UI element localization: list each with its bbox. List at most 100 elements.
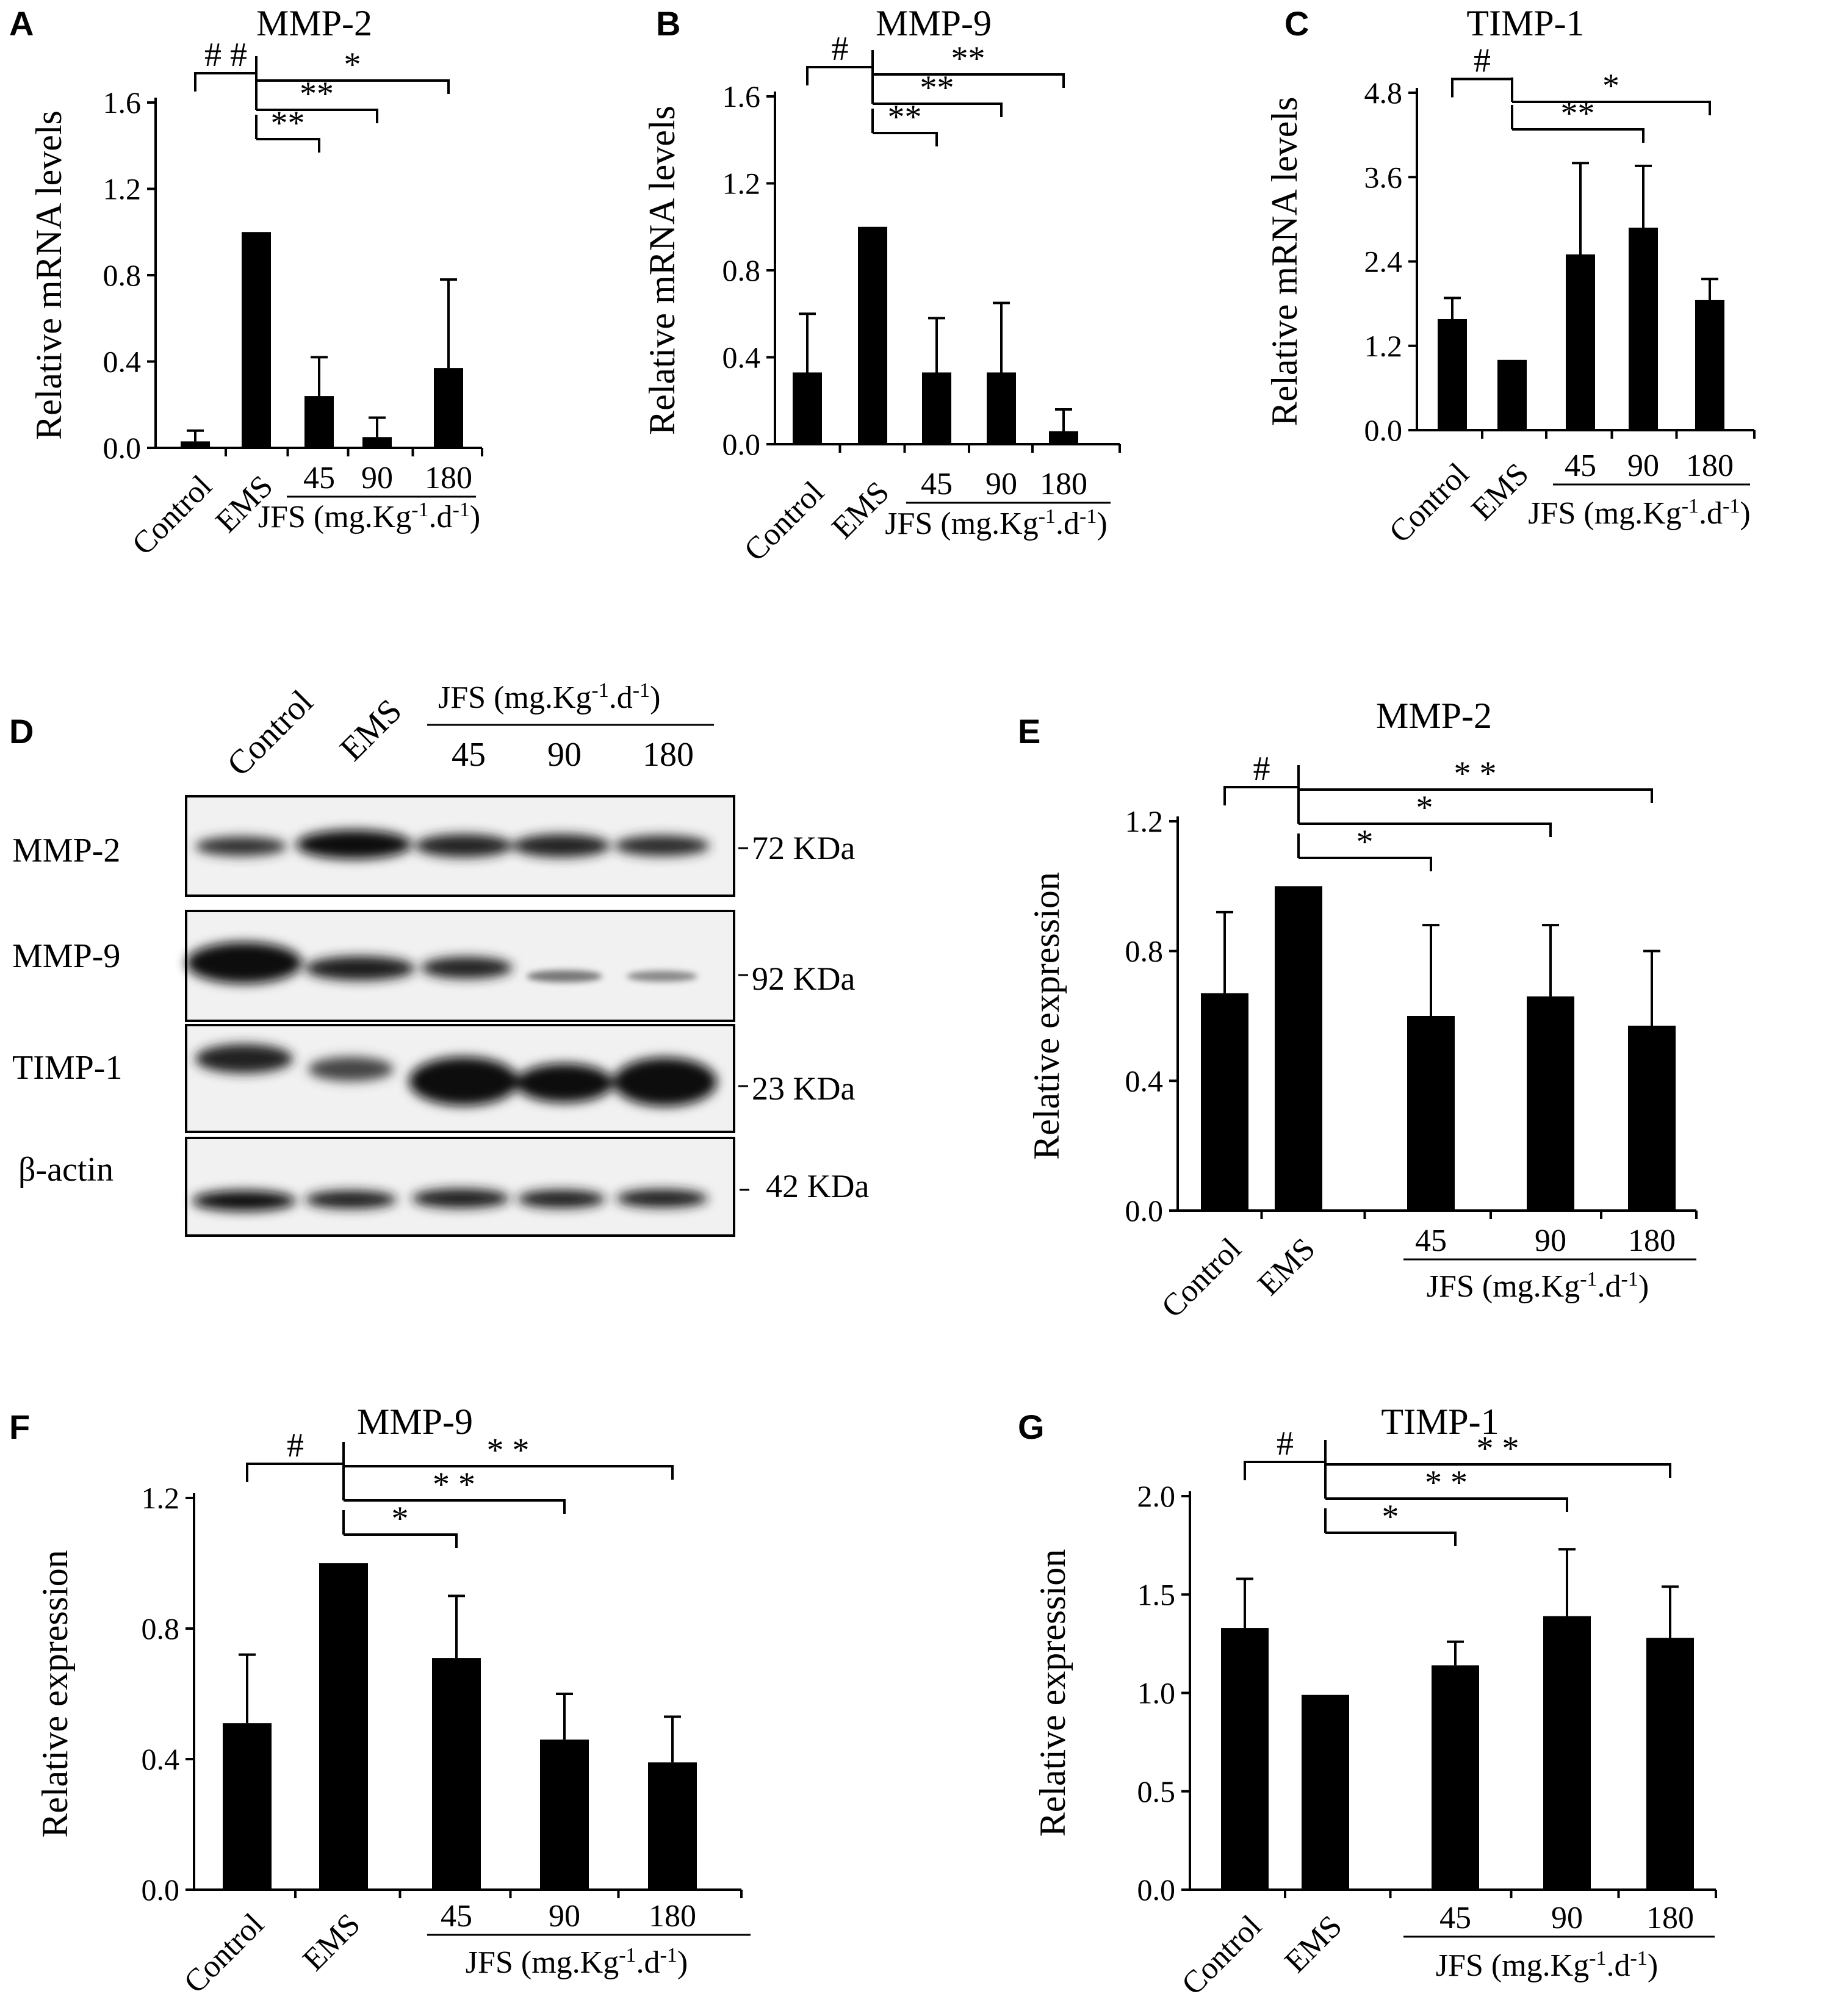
chart-f-ytick-label: 0.4 bbox=[142, 1742, 180, 1776]
chart-g-sig-star: * bbox=[1382, 1498, 1399, 1536]
chart-e-sig-hash: # bbox=[1253, 750, 1270, 788]
panel-letter-e: E bbox=[1018, 712, 1040, 751]
chart-e-ytick-label: 1.2 bbox=[1125, 804, 1164, 838]
chart-a-ytick-label: 0.8 bbox=[103, 258, 142, 292]
chart-f-mmp9-protein: MMP-9 Relative expression 0.0 0.4 0.8 1.2 Cont… bbox=[35, 1402, 751, 2000]
chart-c-xlabel-dose: 45 bbox=[1565, 448, 1596, 483]
chart-e-bracket bbox=[1297, 799, 1552, 837]
chart-b-bar-90 bbox=[987, 372, 1016, 444]
blot-lane-ems: EMS bbox=[333, 692, 409, 768]
chart-c-bar-90 bbox=[1629, 228, 1658, 430]
chart-g-bracket bbox=[1324, 1474, 1568, 1512]
chart-a-ytick-label: 0.4 bbox=[103, 345, 142, 379]
chart-a-xlabel-control: Control bbox=[126, 469, 219, 562]
chart-b-bar-45 bbox=[922, 372, 951, 444]
chart-e-bar-ems bbox=[1275, 886, 1322, 1211]
chart-g-bracket bbox=[1324, 1440, 1671, 1478]
chart-g-xlabel-control: Control bbox=[1175, 1909, 1269, 2002]
chart-g-bar-45 bbox=[1432, 1665, 1479, 1890]
chart-c-bracket bbox=[1511, 105, 1644, 143]
chart-c-ytick-label: 1.2 bbox=[1364, 329, 1403, 363]
chart-g-bar-ems bbox=[1302, 1694, 1349, 1890]
chart-b-bracket-hash bbox=[806, 66, 874, 85]
chart-b-xlabel-dose: 180 bbox=[1040, 467, 1087, 502]
chart-c-bar-control bbox=[1438, 319, 1467, 430]
chart-f-xlabel-dose: 180 bbox=[649, 1899, 696, 1934]
chart-f-sig-star: * * bbox=[433, 1466, 475, 1503]
chart-g-bar-90 bbox=[1543, 1616, 1591, 1890]
chart-b-bracket bbox=[871, 79, 1003, 117]
chart-f-title: MMP-9 bbox=[357, 1402, 473, 1442]
chart-g-bar-180 bbox=[1646, 1638, 1694, 1890]
chart-a-xlabel-dose: 90 bbox=[361, 461, 393, 495]
blot-size-mmp9: 92 KDa bbox=[752, 960, 855, 997]
chart-a-bracket bbox=[255, 85, 378, 123]
chart-c-xlabel-dose: 90 bbox=[1627, 448, 1659, 483]
chart-e-ytick-label: 0.4 bbox=[1125, 1064, 1164, 1098]
blot-label-beta-actin: β-actin bbox=[18, 1151, 113, 1189]
chart-f-bracket bbox=[342, 1510, 458, 1548]
panel-letter-a: A bbox=[9, 4, 34, 43]
chart-a-bar-90 bbox=[362, 437, 392, 448]
chart-e-group-label: JFS (mg.Kg-1.d-1) bbox=[1427, 1268, 1649, 1305]
chart-c-ylabel: Relative mRNA levels bbox=[1264, 97, 1305, 427]
chart-a-title: MMP-2 bbox=[256, 3, 372, 43]
chart-b-ytick-label: 0.8 bbox=[722, 253, 761, 287]
chart-g-timp1-protein: TIMP-1 Relative expression 0.0 0.5 1.0 1.5 2.0… bbox=[1032, 1402, 1717, 2002]
chart-e-ytick-label: 0.0 bbox=[1125, 1193, 1164, 1228]
chart-a-xlabel-dose: 180 bbox=[425, 461, 472, 495]
chart-f-group-label: JFS (mg.Kg-1.d-1) bbox=[466, 1944, 688, 1981]
chart-f-ytick-label: 0.0 bbox=[142, 1873, 180, 1907]
panel-letter-c: C bbox=[1284, 4, 1309, 43]
chart-b-ytick-label: 1.2 bbox=[722, 167, 761, 201]
blot-lane-45: 45 bbox=[452, 736, 486, 774]
chart-f-bar-180 bbox=[648, 1762, 697, 1890]
chart-f-bar-control bbox=[223, 1723, 272, 1890]
chart-g-sig-star: * * bbox=[1477, 1430, 1519, 1467]
chart-b-bar-control bbox=[793, 372, 822, 444]
chart-g-bracket-hash bbox=[1244, 1461, 1327, 1480]
chart-f-bracket bbox=[342, 1442, 674, 1480]
chart-f-bar-45 bbox=[432, 1658, 481, 1890]
chart-e-xlabel-dose: 180 bbox=[1628, 1223, 1676, 1258]
blot-label-timp1: TIMP-1 bbox=[12, 1049, 122, 1087]
chart-a-mmp2-mrna: MMP-2 Relative mRNA levels 0.0 0.4 0.8 1.2 1.6… bbox=[29, 3, 483, 562]
chart-b-bar-180 bbox=[1049, 431, 1078, 444]
chart-a-bar-45 bbox=[304, 396, 334, 448]
chart-g-ytick-label: 1.5 bbox=[1137, 1577, 1176, 1611]
chart-c-bracket-hash bbox=[1451, 77, 1513, 98]
chart-f-sig-star: * bbox=[392, 1500, 409, 1538]
chart-a-bar-ems bbox=[242, 232, 271, 448]
blot-size-beta-actin: 42 KDa bbox=[766, 1168, 869, 1204]
chart-g-bar-control bbox=[1221, 1628, 1269, 1890]
chart-g-ytick-label: 0.0 bbox=[1137, 1873, 1176, 1907]
blot-size-timp1: 23 KDa bbox=[752, 1070, 855, 1107]
chart-b-xlabel-control: Control bbox=[738, 475, 831, 568]
chart-f-bar-ems bbox=[319, 1563, 368, 1890]
chart-c-sig-star: ** bbox=[1561, 95, 1595, 132]
chart-c-timp1-mrna: TIMP-1 Relative mRNA levels 0.0 1.2 2.4 3.6 4.… bbox=[1264, 3, 1756, 550]
chart-b-group-label: JFS (mg.Kg-1.d-1) bbox=[885, 505, 1107, 542]
chart-g-group-label: JFS (mg.Kg-1.d-1) bbox=[1436, 1947, 1658, 1984]
chart-f-ylabel: Relative expression bbox=[35, 1550, 75, 1838]
blot-label-mmp9: MMP-9 bbox=[12, 937, 120, 975]
chart-a-ylabel: Relative mRNA levels bbox=[29, 110, 69, 440]
panel-letter-g: G bbox=[1018, 1408, 1045, 1446]
chart-c-group-label: JFS (mg.Kg-1.d-1) bbox=[1528, 495, 1750, 531]
chart-e-xlabel-control: Control bbox=[1155, 1231, 1248, 1325]
chart-f-sig-hash: # bbox=[287, 1427, 304, 1464]
chart-e-bar-45 bbox=[1407, 1016, 1455, 1211]
chart-c-ytick-label: 3.6 bbox=[1364, 160, 1403, 194]
chart-c-xlabel-control: Control bbox=[1383, 456, 1476, 550]
blot-lane-180: 180 bbox=[643, 736, 694, 774]
chart-g-xlabel-dose: 90 bbox=[1551, 1901, 1583, 1935]
chart-b-sig-star: ** bbox=[951, 40, 985, 77]
chart-e-sig-star: * bbox=[1356, 823, 1374, 861]
blot-size-mmp2: 72 KDa bbox=[752, 830, 855, 866]
panel-letter-b: B bbox=[656, 4, 680, 43]
chart-b-sig-hash: # bbox=[832, 30, 849, 68]
chart-c-bar-ems bbox=[1497, 359, 1527, 430]
chart-c-ytick-label: 2.4 bbox=[1364, 245, 1403, 279]
chart-e-bar-90 bbox=[1527, 996, 1574, 1211]
